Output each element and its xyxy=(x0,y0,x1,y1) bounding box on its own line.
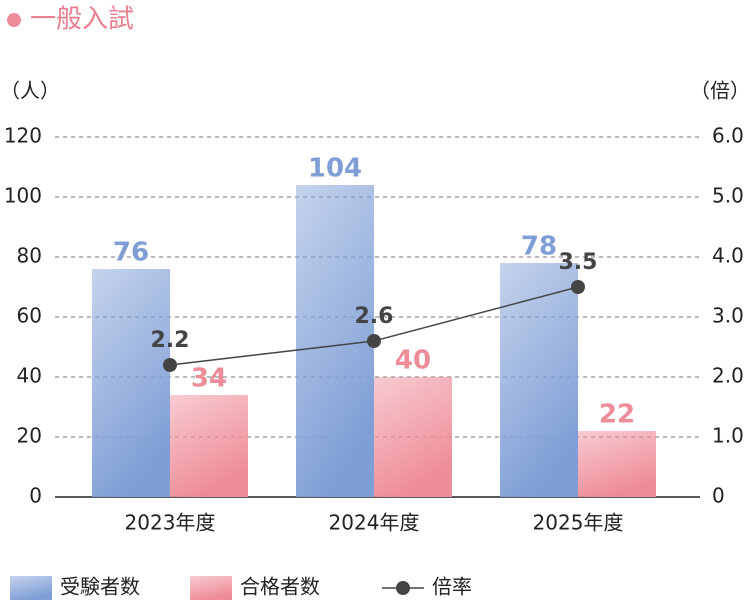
bar xyxy=(170,395,248,497)
line-point xyxy=(163,358,177,372)
y2-tick-label: 0 xyxy=(712,484,725,508)
value-label: 76 xyxy=(113,238,149,268)
y2-tick-label: 6.0 xyxy=(712,124,744,148)
value-label: 2.6 xyxy=(355,304,394,329)
legend-marker xyxy=(396,581,410,595)
y2-tick-label: 1.0 xyxy=(712,424,744,448)
y-tick-label: 100 xyxy=(4,184,42,208)
value-label: 78 xyxy=(521,232,557,262)
y2-tick-label: 3.0 xyxy=(712,304,744,328)
y-tick-label: 80 xyxy=(17,244,42,268)
x-tick-label: 2025年度 xyxy=(533,511,624,535)
y2-tick-label: 2.0 xyxy=(712,364,744,388)
title-bullet xyxy=(7,13,21,27)
value-label: 104 xyxy=(308,154,362,184)
y-tick-label: 40 xyxy=(17,364,42,388)
line-point xyxy=(571,280,585,294)
line-point xyxy=(367,334,381,348)
x-tick-label: 2023年度 xyxy=(125,511,216,535)
x-tick-label: 2024年度 xyxy=(329,511,420,535)
value-label: 3.5 xyxy=(559,250,598,275)
bar xyxy=(296,185,374,497)
chart-title: 一般入試 xyxy=(30,5,134,35)
legend-label: 受験者数 xyxy=(60,575,140,599)
y2-tick-label: 5.0 xyxy=(712,184,744,208)
y-tick-label: 20 xyxy=(17,424,42,448)
y-tick-label: 120 xyxy=(4,124,42,148)
y-tick-label: 0 xyxy=(29,484,42,508)
y2-tick-label: 4.0 xyxy=(712,244,744,268)
value-label: 34 xyxy=(191,364,227,394)
bar xyxy=(578,431,656,497)
y-axis-label: （人） xyxy=(0,79,60,103)
y-tick-label: 60 xyxy=(17,304,42,328)
legend-label: 合格者数 xyxy=(240,575,320,599)
bar xyxy=(500,263,578,497)
bar xyxy=(374,377,452,497)
value-label: 22 xyxy=(599,400,635,430)
y2-axis-label: （倍） xyxy=(690,79,750,103)
value-label: 40 xyxy=(395,346,431,376)
legend-label: 倍率 xyxy=(432,575,472,599)
value-label: 2.2 xyxy=(151,328,190,353)
legend-swatch xyxy=(190,576,232,600)
legend-swatch xyxy=(10,576,52,600)
bar xyxy=(92,269,170,497)
